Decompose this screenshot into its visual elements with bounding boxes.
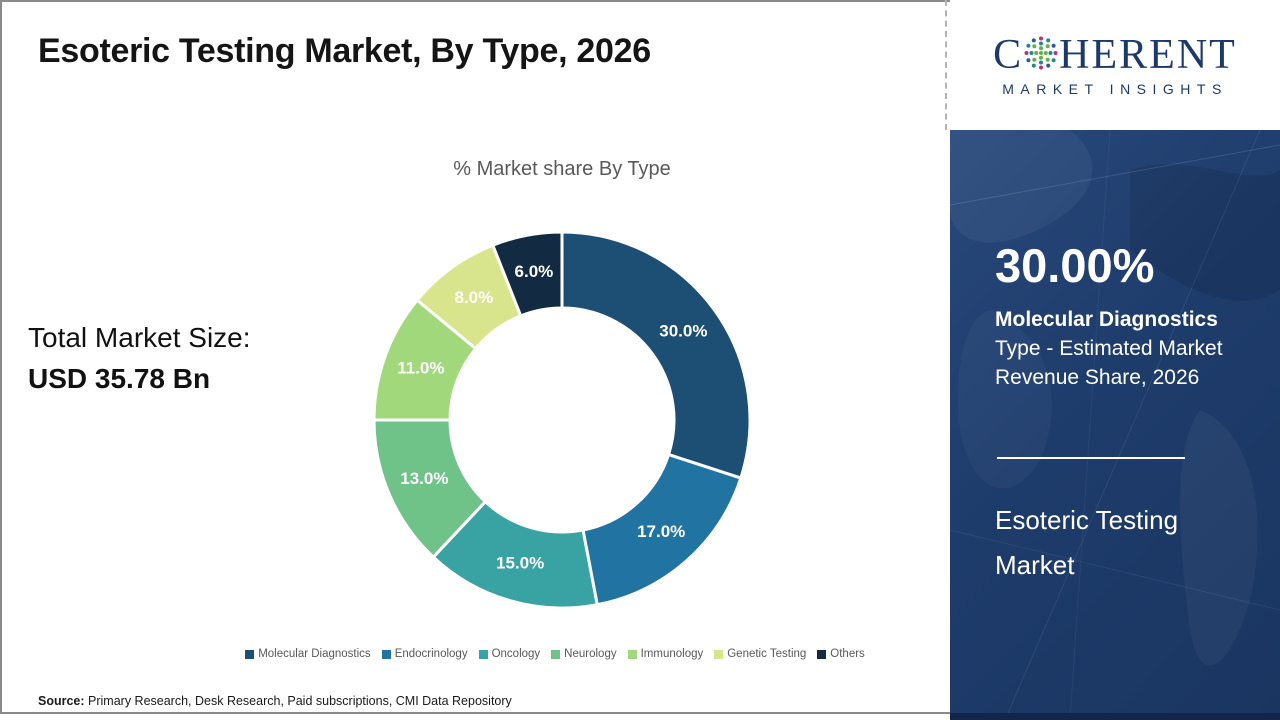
page-border-bottom	[0, 712, 950, 714]
legend-swatch-icon	[478, 649, 488, 659]
legend-swatch-icon	[714, 649, 724, 659]
legend-item: Immunology	[627, 648, 704, 660]
donut-label: 17.0%	[637, 522, 685, 541]
sidebar-stat-line2: Type - Estimated Market	[995, 337, 1223, 360]
donut-segment-others	[491, 230, 564, 318]
dashed-separator	[945, 0, 947, 130]
legend-label: Molecular Diagnostics	[258, 648, 371, 660]
donut-label: 8.0%	[454, 288, 493, 307]
legend-label: Endocrinology	[394, 648, 468, 660]
legend-item: Molecular Diagnostics	[245, 648, 371, 660]
page-border-top	[0, 0, 1280, 2]
legend-swatch-icon	[381, 649, 391, 659]
sidebar-bottom-strip	[950, 713, 1280, 720]
total-market-size-label: Total Market Size:	[28, 322, 251, 353]
donut-label: 15.0%	[496, 554, 544, 573]
legend-item: Oncology	[478, 648, 541, 660]
sidebar-stat-value: 30.00%	[995, 239, 1155, 292]
legend-swatch-icon	[245, 649, 255, 659]
logo-tagline: MARKET INSIGHTS	[1002, 80, 1228, 97]
chart-legend: Molecular Diagnostics Endocrinology Oncolo…	[150, 648, 960, 660]
donut-label: 30.0%	[659, 321, 707, 340]
source-line: Source: Primary Research, Desk Research,…	[38, 694, 512, 708]
legend-item: Endocrinology	[381, 648, 468, 660]
donut-chart: 30.0% 17.0% 15.0% 13.0% 11.0% 8.0% 6.0%	[372, 230, 752, 610]
page-border-left	[0, 0, 2, 714]
sidebar-divider	[997, 457, 1185, 459]
legend-label: Immunology	[640, 648, 704, 660]
legend-label: Others	[830, 648, 865, 660]
donut-label: 13.0%	[400, 469, 448, 488]
source-text: Primary Research, Desk Research, Paid su…	[84, 694, 512, 708]
logo: C HERENT M	[950, 0, 1280, 130]
legend-swatch-icon	[627, 649, 637, 659]
legend-label: Genetic Testing	[727, 648, 807, 660]
sidebar-map-texture	[950, 130, 1280, 720]
sidebar-stat-line3: Revenue Share, 2026	[995, 366, 1200, 389]
logo-letters-herent: HERENT	[1059, 31, 1237, 78]
logo-letter-c: C	[993, 31, 1024, 78]
legend-label: Oncology	[491, 648, 541, 660]
sidebar: 30.00% Molecular Diagnostics Type - Esti…	[950, 130, 1280, 720]
donut-label: 6.0%	[515, 262, 554, 281]
logo-globe-icon	[1024, 36, 1058, 69]
total-market-size-value: USD 35.78 Bn	[28, 363, 211, 394]
donut-segment-molecular-diagnostics	[560, 230, 752, 480]
legend-swatch-icon	[551, 649, 561, 659]
donut-label: 11.0%	[397, 359, 444, 378]
total-market-size: Total Market Size: USD 35.78 Bn	[28, 322, 251, 395]
legend-label: Neurology	[564, 648, 617, 660]
legend-item: Genetic Testing	[714, 648, 806, 660]
sidebar-market-line1: Esoteric Testing	[995, 505, 1179, 535]
chart-title: % Market share By Type	[453, 158, 671, 180]
source-label: Source:	[38, 694, 85, 708]
sidebar-stat-line1: Molecular Diagnostics	[995, 308, 1218, 331]
page-title: Esoteric Testing Market, By Type, 2026	[38, 32, 651, 70]
legend-item: Neurology	[551, 648, 617, 660]
sidebar-market-name: Esoteric Testing Market	[995, 498, 1178, 588]
legend-item: Others	[817, 648, 865, 660]
logo-wordmark: C HERENT	[993, 34, 1237, 76]
legend-swatch-icon	[817, 649, 827, 659]
sidebar-market-line2: Market	[995, 550, 1075, 580]
